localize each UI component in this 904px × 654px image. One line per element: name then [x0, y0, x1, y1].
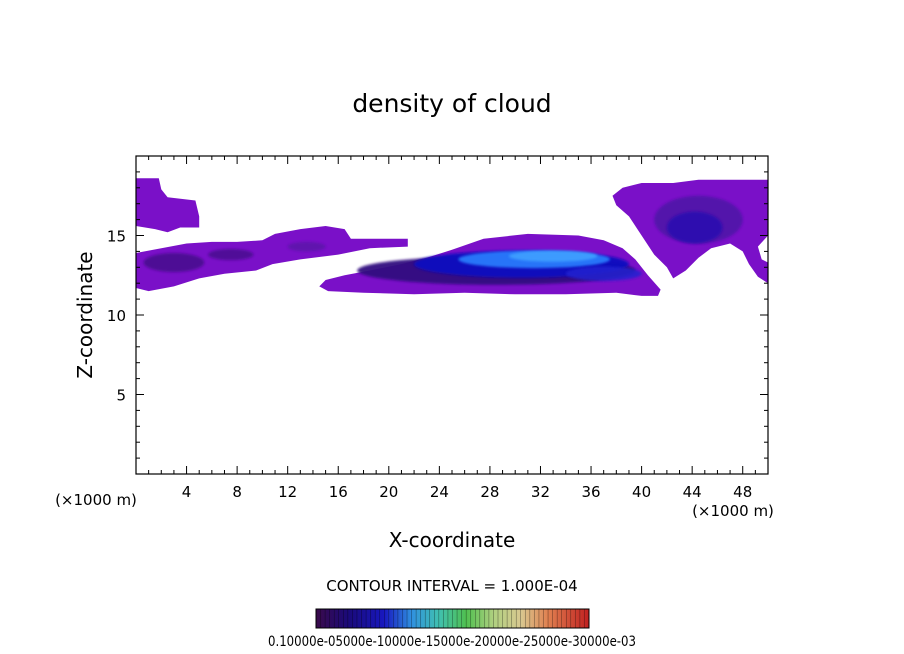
x-tick-label: 4	[182, 483, 192, 501]
colorbar-labels: 0.10000e-05000e-10000e-15000e-20000e-250…	[268, 634, 636, 650]
y-axis-unit: (×1000 m)	[55, 491, 137, 509]
cloud-region-upper-left	[136, 178, 200, 233]
cloud-region-left	[136, 226, 408, 292]
x-axis-ticks: 4 8 12 16 20 24 28 32 36 40 44 48	[148, 156, 756, 501]
y-axis-label: Z-coordinate	[73, 251, 97, 378]
chart-title: density of cloud	[352, 89, 551, 118]
contour-interval-text: CONTOUR INTERVAL = 1.000E-04	[326, 577, 577, 595]
x-tick-label: 12	[278, 483, 297, 501]
x-tick-label: 20	[379, 483, 398, 501]
x-tick-label: 8	[232, 483, 242, 501]
x-axis-unit: (×1000 m)	[692, 502, 774, 520]
cloud-core-left	[143, 252, 205, 273]
x-tick-label: 28	[480, 483, 499, 501]
x-tick-label: 24	[430, 483, 449, 501]
x-tick-label: 48	[733, 483, 752, 501]
x-tick-label: 16	[329, 483, 348, 501]
cloud-core-right-inner	[666, 211, 723, 244]
y-tick-label: 15	[107, 228, 126, 246]
y-tick-label: 10	[107, 307, 126, 325]
x-tick-label: 40	[632, 483, 651, 501]
y-axis-ticks: 5 10 15	[107, 171, 768, 459]
cloud-core-left-3	[287, 241, 326, 252]
colorbar-ticks	[320, 609, 585, 628]
cloud-regions	[136, 178, 768, 296]
y-tick-label: 5	[116, 387, 126, 405]
x-axis-label: X-coordinate	[389, 528, 516, 552]
cloud-core-central-peak	[508, 250, 598, 262]
cloud-core-central-tail	[565, 266, 642, 281]
cloud-core-left-2	[208, 249, 254, 261]
x-tick-label: 36	[581, 483, 600, 501]
x-tick-label: 44	[683, 483, 702, 501]
x-tick-label: 32	[531, 483, 550, 501]
